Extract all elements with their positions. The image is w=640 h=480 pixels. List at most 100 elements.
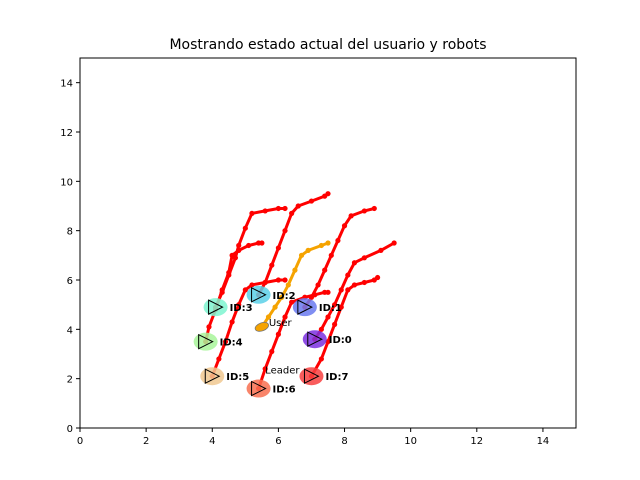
robot-4-trail-point-5 <box>229 252 235 258</box>
user-trail-point-9 <box>325 240 331 246</box>
robot-3-trail-point-4 <box>236 242 242 249</box>
user-trail-point-4 <box>285 282 291 288</box>
robot-0-trail-point-5 <box>345 272 351 278</box>
robot-1-trail <box>303 207 375 308</box>
robot-4-trail <box>204 241 262 343</box>
robot-6-trail-point-4 <box>282 314 288 320</box>
robot-0-trail-point-7 <box>361 255 367 261</box>
robot-3-heading-icon <box>208 299 224 315</box>
x-tick-label-4: 8 <box>341 436 347 447</box>
robot-5-body <box>200 367 225 386</box>
robot-1-trail-point-6 <box>341 223 348 229</box>
robot-6-trail-point-9 <box>325 289 331 295</box>
y-tick-label-7: 14 <box>60 79 73 90</box>
robot-2-trail-point-5 <box>289 210 295 216</box>
robot-1-trail-point-8 <box>361 208 367 214</box>
robot-2-heading-icon <box>251 286 267 303</box>
robot-4-trail-point-9 <box>259 240 265 246</box>
robot-3-trail-point-7 <box>262 208 268 214</box>
user-trail-point-2 <box>272 304 278 310</box>
user-trail <box>260 241 329 328</box>
user-label: User <box>269 318 293 329</box>
robot-5-trail-point-7 <box>262 279 268 286</box>
x-tick-label-0: 0 <box>77 436 83 447</box>
robot-3-trail-point-6 <box>249 210 255 216</box>
plot-frame <box>79 57 577 429</box>
robot-0-id-label: ID:0 <box>329 335 352 346</box>
chart-title: Mostrando estado actual del usuario y ro… <box>169 37 486 53</box>
robot-5-trail-point-3 <box>229 319 235 325</box>
robot-3-trail-point-9 <box>282 205 288 212</box>
robot-5-trail-point-5 <box>242 287 248 293</box>
robot-4-trail-point-3 <box>219 287 225 293</box>
y-tick-label-3: 6 <box>67 276 73 287</box>
robot-5-trail-point-2 <box>222 339 229 345</box>
robot-1-trail-point-9 <box>371 205 377 212</box>
robot-1-body <box>292 298 317 317</box>
robot-2-trail-point-6 <box>295 203 301 209</box>
leader-label: Leader <box>265 366 300 377</box>
robot-0-trail-point-8 <box>378 247 384 253</box>
y-tick-label-4: 8 <box>67 227 73 238</box>
robot-1-trail-point-5 <box>335 237 341 244</box>
robot-7-trail <box>310 276 379 377</box>
robot-5-id-label: ID:5 <box>226 372 249 383</box>
robot-3-trail-point-8 <box>275 205 281 212</box>
robot-3-id-label: ID:3 <box>230 303 253 314</box>
user-trail-point-7 <box>305 247 311 253</box>
labels-layer: ID:0 ID:1 ID:2 ID:3 ID:4 ID:5 ID:6 ID:7 User Lead… <box>220 291 352 396</box>
robot-4-trail-point-4 <box>226 270 232 276</box>
robot-7-trail-point-3 <box>332 321 338 327</box>
x-tick-label-3: 6 <box>275 436 281 447</box>
user-trail-point-1 <box>265 314 272 320</box>
robot-6-trail-point-2 <box>269 348 275 355</box>
robot-0-trail-point-3 <box>332 302 338 308</box>
x-tick-label-1: 2 <box>143 436 149 447</box>
robot-1-trail-point-4 <box>328 252 334 258</box>
robot-6-trail-point-1 <box>262 366 268 372</box>
axes-layer: 0 2 4 6 8 10 12 14 0 2 4 6 8 10 12 14 <box>60 79 549 447</box>
robot-0-trail-point-1 <box>318 326 324 332</box>
robot-7-trail-point-2 <box>325 339 331 345</box>
robot-2-trail-point-2 <box>269 262 275 268</box>
robot-6-trail <box>257 290 328 389</box>
robot-7-body <box>299 367 324 386</box>
robot-0-trail <box>313 241 395 341</box>
robot-6-trail-point-7 <box>312 292 318 298</box>
x-tick-label-6: 12 <box>470 436 483 447</box>
robot-7-trail-point-4 <box>338 304 344 310</box>
robot-4-trail-point-6 <box>236 247 242 253</box>
user-marker <box>254 322 269 332</box>
robot-0-body <box>302 330 327 349</box>
robot-7-heading-icon <box>303 368 320 385</box>
robot-1-trail-point-2 <box>315 282 321 288</box>
y-tick-label-1: 2 <box>67 375 73 386</box>
y-tick-label-5: 10 <box>60 177 73 188</box>
robot-6-trail-point-3 <box>275 331 281 337</box>
robot-5-heading-icon <box>204 368 221 385</box>
robot-7-trail-point-7 <box>361 279 367 286</box>
robot-3-body <box>203 298 228 317</box>
robot-5-trail-point-8 <box>275 277 281 283</box>
user-trail-point-6 <box>298 252 305 258</box>
robot-7-trail-point-1 <box>318 356 324 362</box>
user-trail-point-3 <box>279 294 285 300</box>
robot-5-trail <box>210 278 285 377</box>
robot-2-trail <box>257 192 329 296</box>
robot-2-trail-point-3 <box>275 245 281 251</box>
markers-layer <box>193 285 327 398</box>
robot-5-trail-point-4 <box>236 302 242 308</box>
robot-2-body <box>246 285 271 304</box>
robot-4-trail-point-1 <box>206 324 212 330</box>
robot-0-trail-point-9 <box>391 240 397 246</box>
robot-1-id-label: ID:1 <box>319 303 342 314</box>
robot-2-trail-point-4 <box>282 228 288 234</box>
robot-6-id-label: ID:6 <box>273 385 296 396</box>
robot-5-trail-point-6 <box>249 282 255 288</box>
robot-1-trail-point-3 <box>322 267 328 273</box>
robot-7-trail-point-5 <box>345 287 351 293</box>
robot-7-trail-point-6 <box>351 282 358 288</box>
robot-0-heading-icon <box>307 331 323 348</box>
robot-4-id-label: ID:4 <box>220 338 243 349</box>
